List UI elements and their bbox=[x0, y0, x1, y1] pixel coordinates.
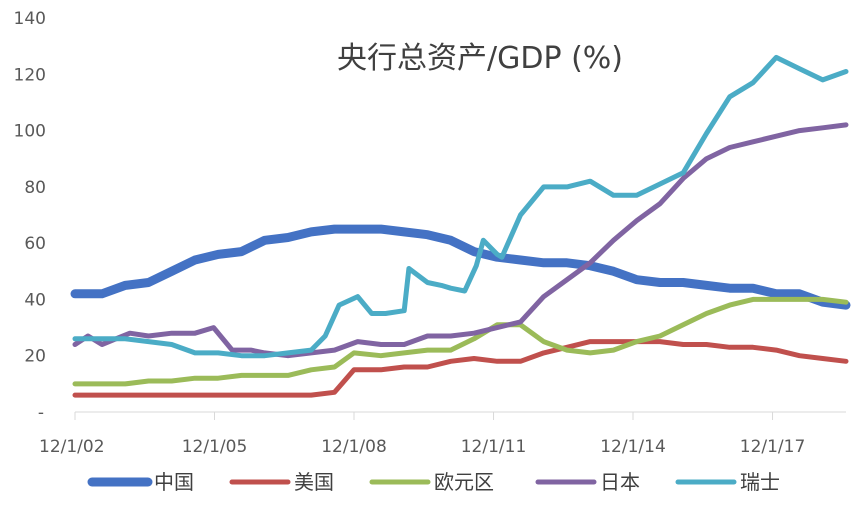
y-tick-label-zero: - bbox=[38, 403, 44, 423]
x-tick-label: 12/1/11 bbox=[461, 437, 527, 457]
x-tick-label: 12/1/02 bbox=[39, 437, 105, 457]
series-line-4 bbox=[72, 122, 849, 359]
chart-title: 央行总资产/GDP (%) bbox=[337, 41, 623, 76]
series-line-1 bbox=[70, 224, 851, 310]
y-axis-tick-labels: 140 120 100 80 60 40 20 - bbox=[14, 9, 46, 423]
x-tick-label: 12/1/08 bbox=[321, 437, 387, 457]
y-tick-label: 80 bbox=[24, 178, 46, 198]
x-axis-tick-labels: 12/1/02 12/1/05 12/1/08 12/1/11 12/1/14 12/1/… bbox=[39, 412, 805, 457]
x-tick-label: 12/1/05 bbox=[182, 437, 248, 457]
y-tick-label: 60 bbox=[24, 234, 46, 254]
y-tick-label: 120 bbox=[14, 65, 46, 85]
legend-label: 美国 bbox=[294, 470, 334, 494]
series-line-3 bbox=[72, 296, 849, 387]
legend-label: 日本 bbox=[600, 470, 640, 494]
y-tick-label: 40 bbox=[24, 290, 46, 310]
legend-label: 瑞士 bbox=[740, 470, 780, 494]
legend: 中国 美国 欧元区 日本 瑞士 bbox=[87, 470, 780, 494]
series-lines bbox=[70, 54, 851, 398]
y-tick-label: 140 bbox=[14, 9, 46, 29]
x-tick-label: 12/1/14 bbox=[600, 437, 666, 457]
y-tick-label: 100 bbox=[14, 122, 46, 142]
legend-label: 欧元区 bbox=[434, 470, 494, 494]
legend-label: 中国 bbox=[154, 470, 194, 494]
series-line-5 bbox=[72, 54, 849, 359]
x-tick-label: 12/1/17 bbox=[740, 437, 806, 457]
y-tick-label: 20 bbox=[24, 347, 46, 367]
series-line-2 bbox=[72, 339, 849, 398]
